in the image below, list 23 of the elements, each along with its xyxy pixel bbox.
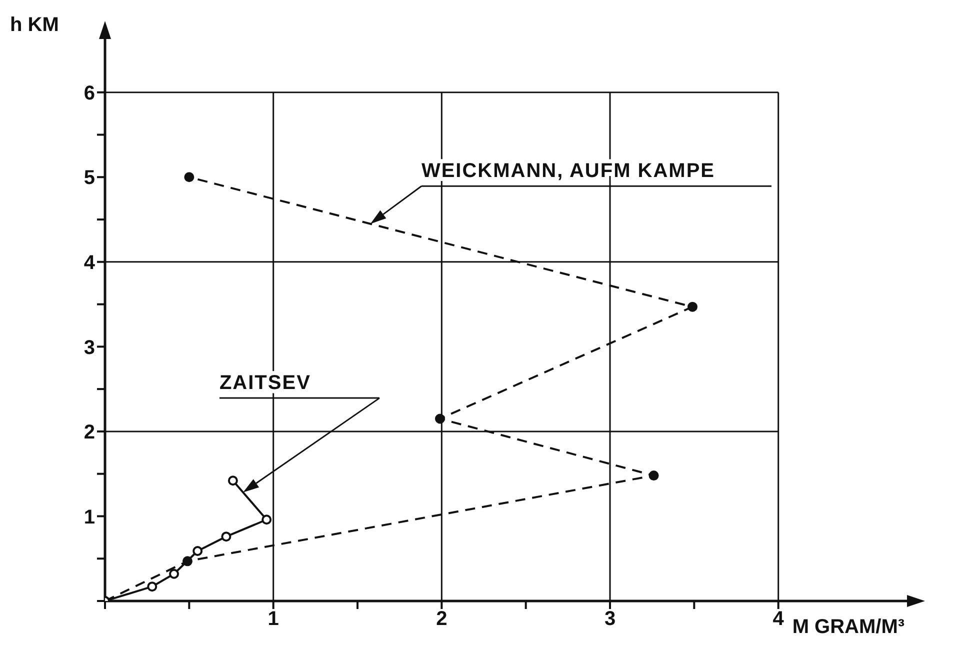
point	[648, 470, 659, 481]
point	[228, 476, 238, 486]
point	[434, 414, 445, 424]
y-tick-label: 5	[84, 167, 95, 190]
x-tick-label: 2	[436, 608, 448, 630]
y-axis-title: h KM	[10, 14, 59, 36]
point	[182, 556, 192, 566]
x-axis-title: M GRAM/M³	[792, 616, 905, 638]
x-tick-label: 1	[268, 608, 279, 630]
x-tick-label: 4	[772, 608, 785, 630]
x-tick-label: 3	[604, 608, 616, 630]
point	[221, 532, 232, 542]
y-tick-label: 1	[84, 506, 95, 528]
point	[184, 172, 194, 182]
y-tick-label: 6	[84, 82, 95, 104]
point	[192, 546, 203, 556]
point	[262, 514, 272, 525]
point	[169, 568, 180, 579]
point	[687, 302, 698, 312]
y-tick-label: 2	[84, 422, 95, 444]
y-tick-label: 4	[84, 252, 96, 274]
point	[147, 582, 158, 592]
y-tick-label: 3	[84, 336, 95, 359]
